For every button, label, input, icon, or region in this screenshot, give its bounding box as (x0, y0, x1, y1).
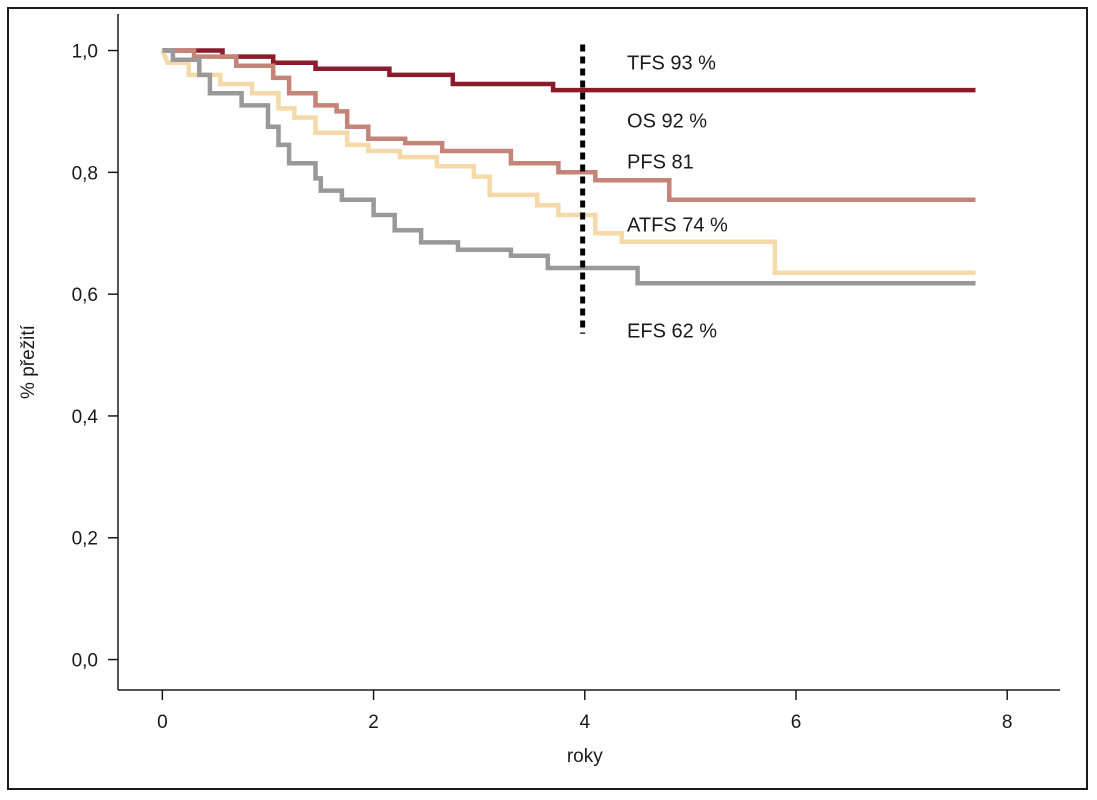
series-line-atfs (160, 49, 976, 276)
y-tick-label: 0,2 (72, 529, 98, 550)
series-line-efs (162, 48, 976, 286)
series-labels: TFS 93 % OS 92 % PFS 81 ATFS 74 % EFS 62 % (627, 53, 728, 343)
x-tick-label: 6 (791, 712, 802, 733)
y-axis-label: % přežití (18, 324, 39, 399)
y-tick-label: 0,4 (72, 407, 99, 428)
series-label-tfs: TFS 93 % (627, 53, 716, 75)
series-line-tfs (162, 48, 976, 93)
chart-frame (7, 7, 1088, 790)
x-ticks: 0 2 4 6 8 (157, 690, 1012, 733)
series-label-os: OS 92 % (627, 111, 707, 133)
x-tick-label: 2 (368, 712, 379, 733)
x-axis-label: roky (567, 746, 603, 767)
x-tick-label: 0 (157, 712, 168, 733)
series-label-atfs: ATFS 74 % (627, 215, 728, 237)
series-label-efs: EFS 62 % (627, 321, 717, 343)
series-line-pfs (162, 48, 976, 202)
y-tick-label: 1,0 (72, 42, 98, 63)
series-label-pfs: PFS 81 (627, 151, 694, 173)
y-tick-label: 0,6 (72, 285, 98, 306)
y-tick-label: 0,0 (72, 651, 98, 672)
y-ticks: 0,0 0,2 0,4 0,6 0,8 1,0 (72, 42, 118, 672)
x-tick-label: 8 (1002, 712, 1013, 733)
series-lines (160, 48, 976, 286)
y-tick-label: 0,8 (72, 163, 98, 184)
x-tick-label: 4 (579, 712, 590, 733)
plot-area (117, 14, 1060, 691)
